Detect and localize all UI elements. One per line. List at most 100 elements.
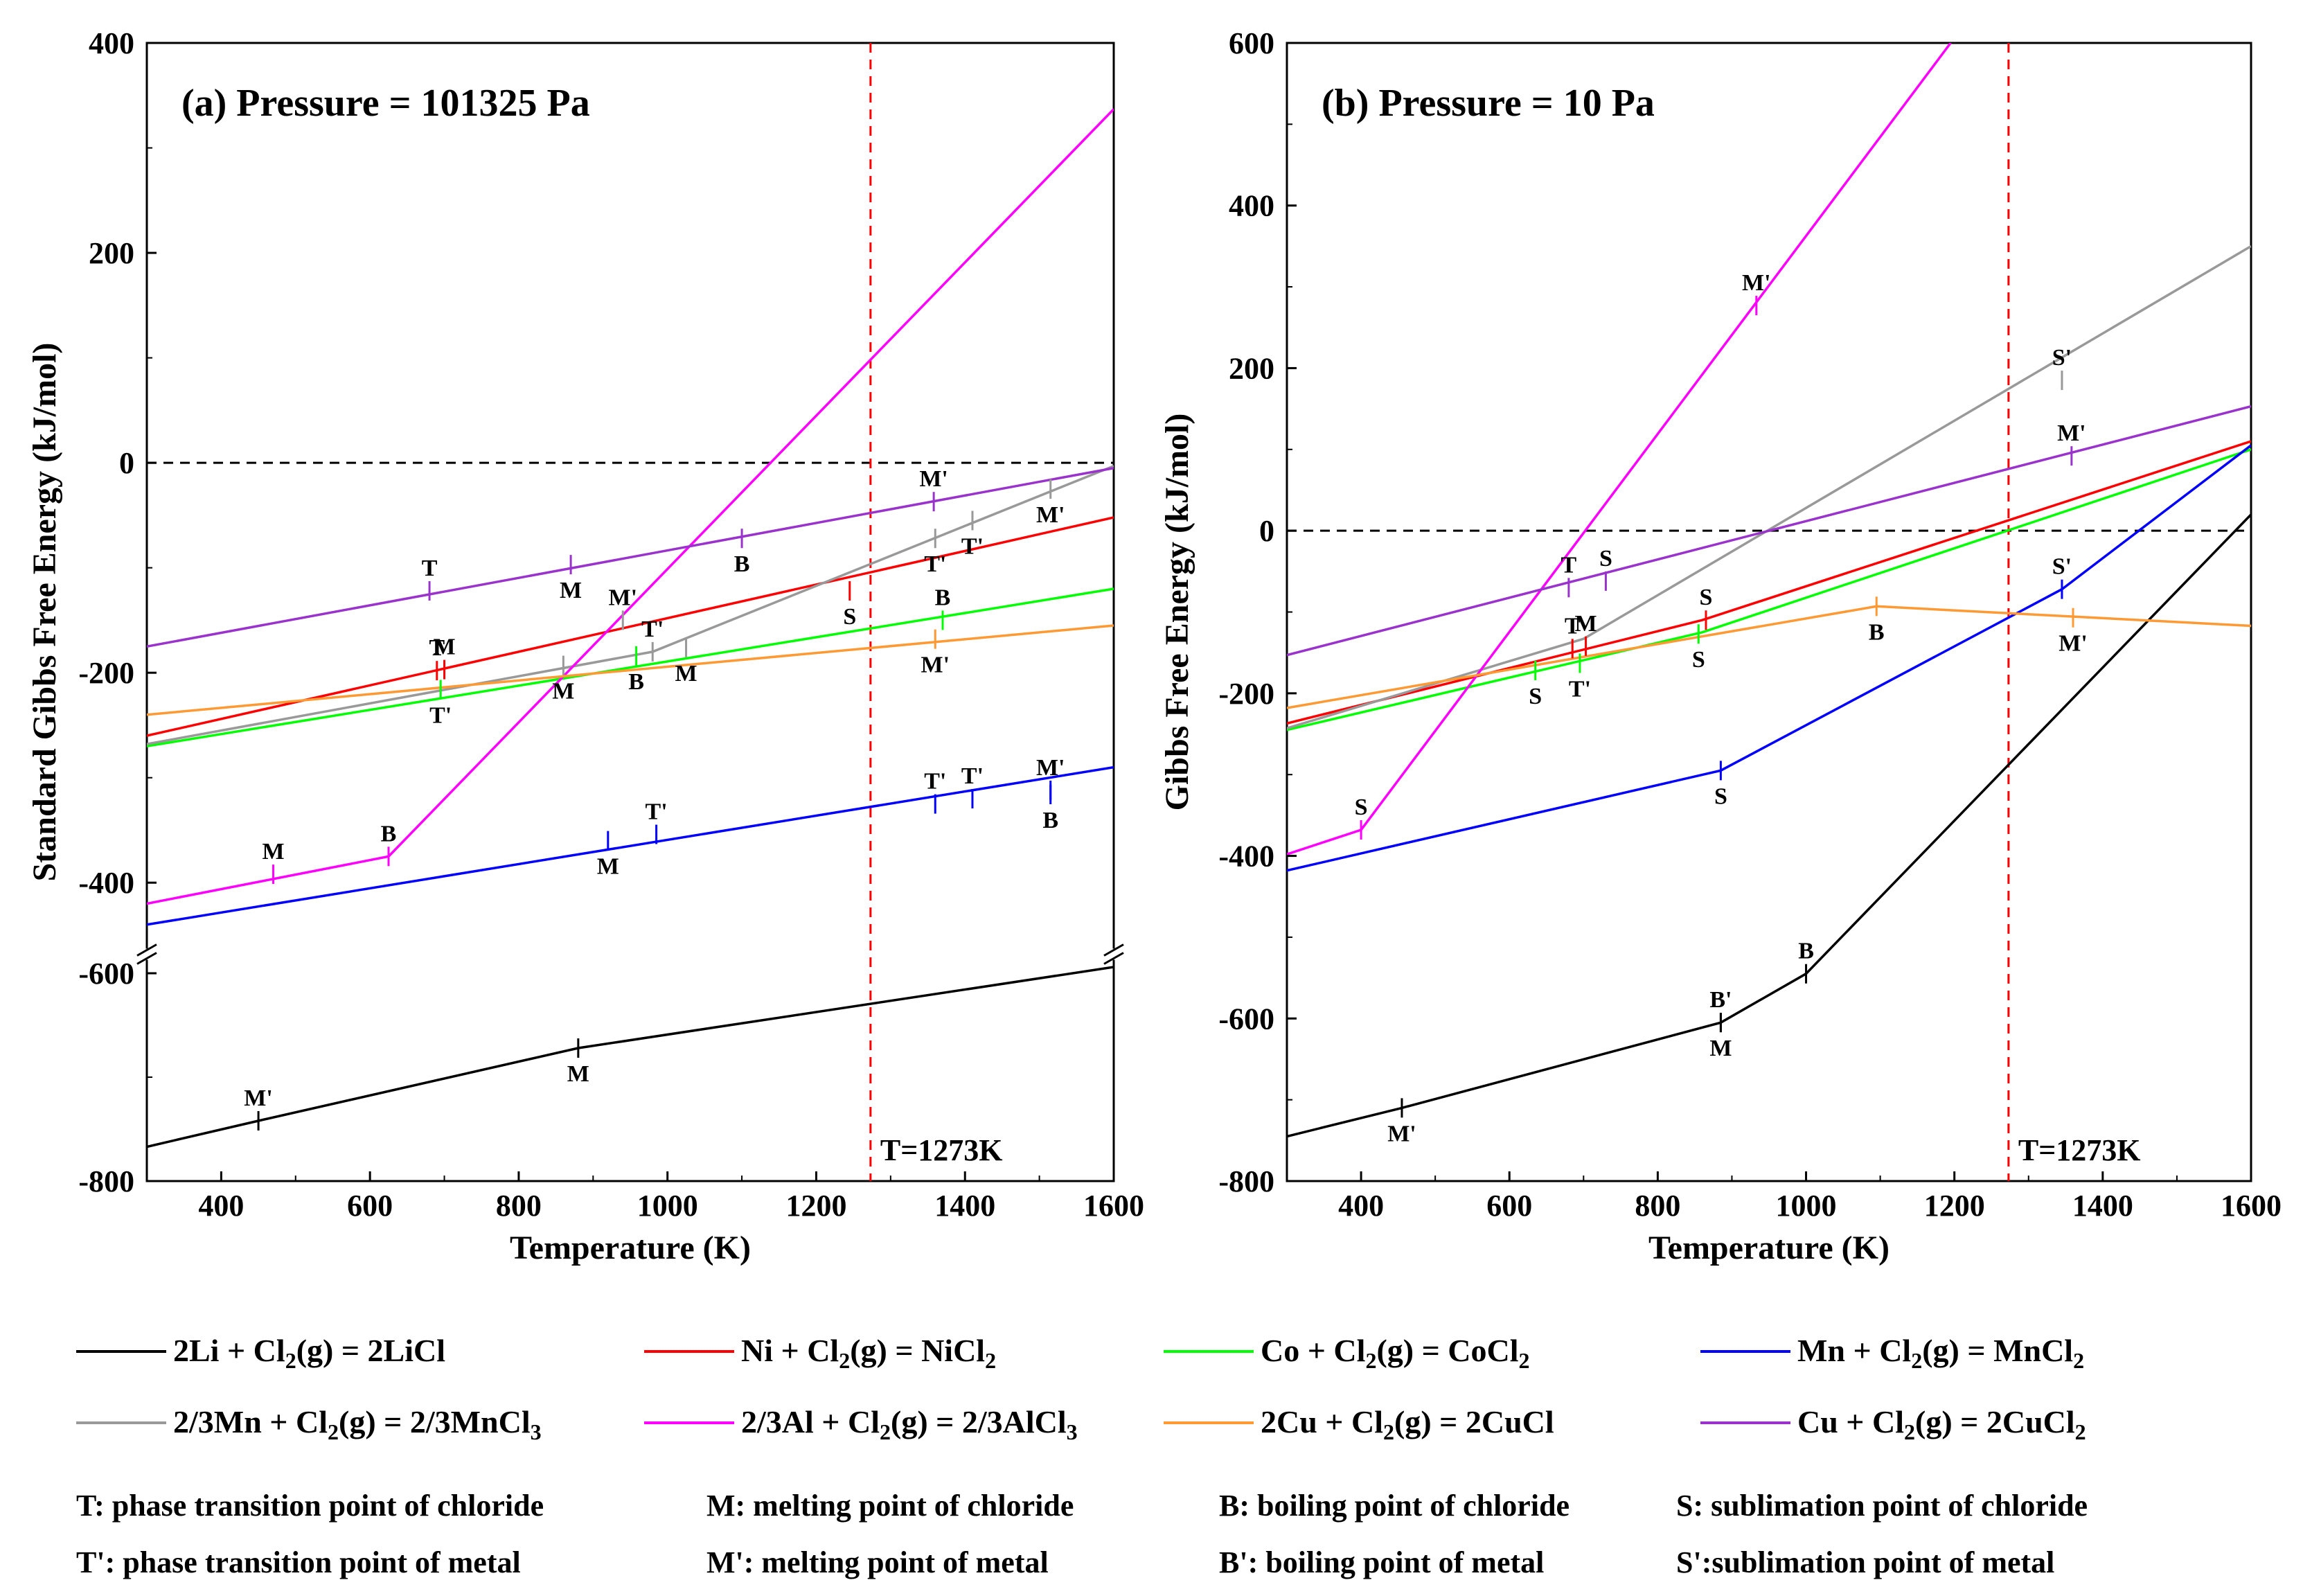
y-tick-label: 400 bbox=[1229, 189, 1274, 223]
axis-break-gap bbox=[137, 948, 157, 960]
event-label: M bbox=[433, 635, 455, 660]
vline-label: T=1273K bbox=[2018, 1133, 2141, 1167]
event-label: S bbox=[1529, 684, 1542, 709]
y-tick-label: -400 bbox=[1218, 840, 1274, 874]
x-tick-label: 800 bbox=[496, 1189, 542, 1223]
vline-label: T=1273K bbox=[880, 1133, 1003, 1167]
event-label: B bbox=[1798, 939, 1814, 964]
event-label: M bbox=[675, 661, 697, 686]
note-text: M: melting point of chloride bbox=[706, 1489, 1074, 1523]
event-label: T bbox=[422, 556, 438, 581]
x-tick-label: 400 bbox=[1338, 1189, 1384, 1223]
series-line-CuCl bbox=[147, 624, 1114, 716]
series-line-CuCl2 bbox=[1287, 405, 2251, 657]
y-axis-title: Gibbs Free Energy (kJ/mol) bbox=[1159, 414, 1195, 811]
y-tick-label: -200 bbox=[1218, 677, 1274, 711]
event-label: T' bbox=[961, 533, 984, 559]
event-label: T' bbox=[646, 799, 668, 825]
series-line-LiCl bbox=[1287, 513, 2251, 1138]
event-label: M bbox=[263, 839, 285, 864]
event-label: M bbox=[567, 1061, 589, 1087]
event-label: B' bbox=[1709, 987, 1732, 1013]
y-tick-label: 200 bbox=[89, 236, 134, 270]
y-tick-label: -600 bbox=[1218, 1002, 1274, 1036]
series-group bbox=[1287, 43, 2251, 1138]
event-label: M' bbox=[919, 466, 948, 492]
panel-b: T=1273K 400 600 800 1000 1200 1400 1600 600 400 20… bbox=[1159, 26, 2282, 1266]
panel-title: (b) Pressure = 10 Pa bbox=[1322, 82, 1655, 125]
x-tick-label: 1400 bbox=[2072, 1189, 2133, 1223]
y-tick-label: -600 bbox=[78, 957, 134, 991]
x-tick-label: 1400 bbox=[934, 1189, 995, 1223]
y-tick-label: 0 bbox=[119, 446, 134, 480]
event-label: T bbox=[1561, 552, 1577, 578]
legend-label-AlCl3: 2/3Al + Cl2(g) = 2/3AlCl3 bbox=[741, 1404, 1078, 1444]
series-line-MnCl3 bbox=[1287, 245, 2251, 729]
event-label: S bbox=[1599, 546, 1612, 571]
note-text: S':sublimation point of metal bbox=[1676, 1545, 2054, 1579]
event-label: S bbox=[1700, 585, 1713, 610]
event-label: T bbox=[1565, 613, 1581, 639]
event-label: S' bbox=[2052, 554, 2072, 580]
plot-frame bbox=[145, 42, 1115, 1182]
event-label: M bbox=[1709, 1036, 1732, 1061]
event-label: M' bbox=[608, 585, 637, 610]
series-line-MnCl2 bbox=[1287, 444, 2251, 872]
event-label: B bbox=[1042, 808, 1058, 833]
legend-label-CuCl: 2Cu + Cl2(g) = 2CuCl bbox=[1261, 1404, 1554, 1444]
y-axis-title: Standard Gibbs Free Energy (kJ/mol) bbox=[26, 343, 63, 882]
event-label: T' bbox=[924, 551, 946, 577]
x-tick-label: 1200 bbox=[785, 1189, 846, 1223]
series-line-AlCl3 bbox=[1287, 43, 1952, 855]
axis-break-mark bbox=[1103, 952, 1124, 965]
y-tick-label: 600 bbox=[1229, 26, 1274, 60]
event-label: M' bbox=[1387, 1121, 1416, 1146]
series-line-NiCl2 bbox=[1287, 440, 2251, 725]
x-tick-label: 1200 bbox=[1924, 1189, 1985, 1223]
x-tick-label: 400 bbox=[198, 1189, 244, 1223]
event-label: M' bbox=[2057, 420, 2086, 446]
event-label: B bbox=[1869, 619, 1885, 645]
event-label: B bbox=[381, 821, 397, 846]
event-label: S' bbox=[2052, 345, 2072, 371]
event-label: S bbox=[1692, 647, 1705, 673]
y-tick-label: -800 bbox=[78, 1164, 134, 1198]
x-tick-label: 1000 bbox=[637, 1189, 698, 1223]
plot-frame bbox=[1286, 42, 2252, 1182]
event-label: M' bbox=[1742, 270, 1771, 296]
x-axis-title: Temperature (K) bbox=[510, 1230, 751, 1266]
notes: T: phase transition point of chloride M: … bbox=[76, 1489, 2088, 1579]
axis-break-gap bbox=[1104, 948, 1123, 960]
event-label: T' bbox=[924, 769, 946, 795]
axis-break-mark bbox=[1103, 943, 1124, 957]
axis-break-mark bbox=[136, 943, 157, 957]
x-tick-label: 1600 bbox=[2221, 1189, 2282, 1223]
event-label: B bbox=[628, 669, 644, 695]
legend-label-MnCl3: 2/3Mn + Cl2(g) = 2/3MnCl3 bbox=[173, 1404, 542, 1444]
note-text: B: boiling point of chloride bbox=[1219, 1489, 1570, 1523]
event-label: M bbox=[597, 854, 619, 880]
note-text: T: phase transition point of chloride bbox=[76, 1489, 544, 1523]
series-line-CuCl bbox=[1287, 605, 2251, 709]
panel-title: (a) Pressure = 101325 Pa bbox=[181, 82, 590, 125]
series-line-CuCl2 bbox=[147, 466, 1114, 648]
y-tick-label: -800 bbox=[1218, 1164, 1274, 1198]
event-label: M bbox=[1574, 611, 1597, 637]
event-label: M' bbox=[244, 1085, 273, 1111]
event-label: B bbox=[734, 551, 750, 577]
event-label: T bbox=[429, 635, 445, 661]
event-label: T' bbox=[1569, 676, 1591, 702]
y-tick-label: 200 bbox=[1229, 351, 1274, 385]
legend-label-LiCl: 2Li + Cl2(g) = 2LiCl bbox=[173, 1333, 445, 1373]
note-text: S: sublimation point of chloride bbox=[1676, 1489, 2088, 1523]
event-label: M' bbox=[921, 653, 950, 678]
y-tick-label: 0 bbox=[1259, 514, 1274, 548]
event-label: M' bbox=[1036, 755, 1065, 781]
legend-label-CoCl2: Co + Cl2(g) = CoCl2 bbox=[1261, 1333, 1530, 1373]
series-line-CoCl2 bbox=[1287, 448, 2251, 732]
event-label: M bbox=[552, 679, 574, 704]
y-tick-label: 400 bbox=[89, 26, 134, 60]
event-label: S bbox=[1714, 783, 1727, 809]
note-text: B': boiling point of metal bbox=[1219, 1545, 1544, 1579]
